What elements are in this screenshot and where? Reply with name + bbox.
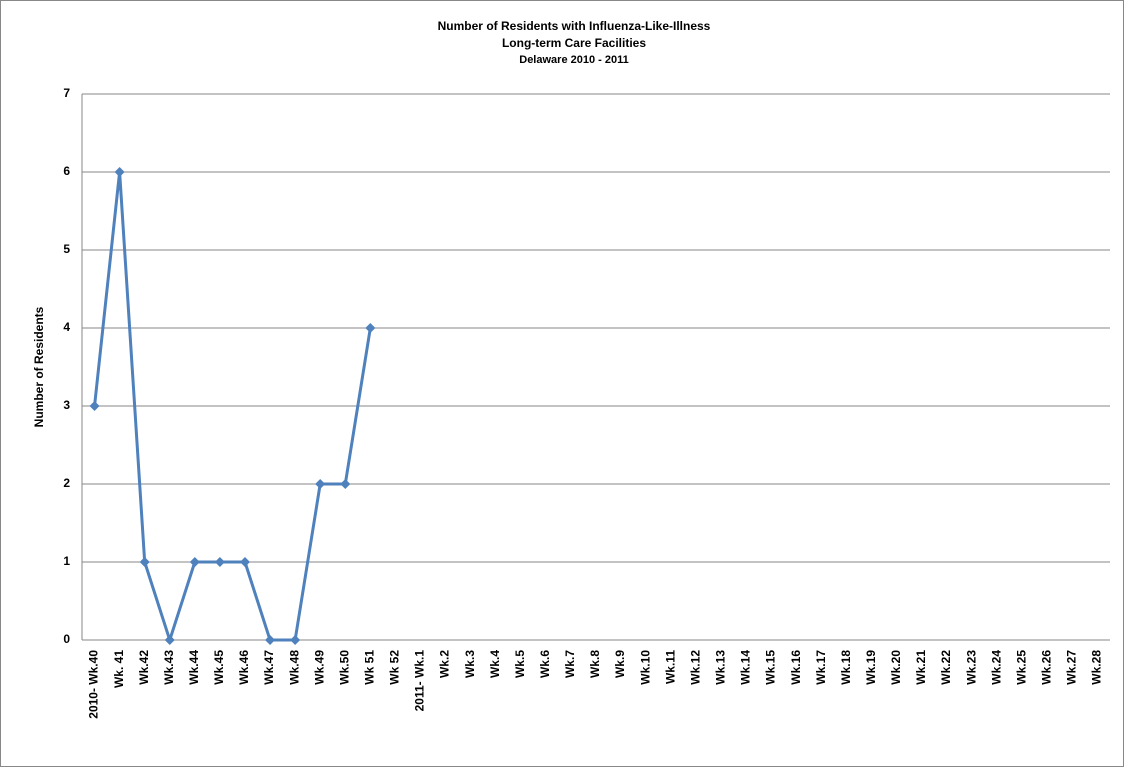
- x-tick-label: Wk.48: [287, 650, 301, 685]
- x-tick-label: Wk.4: [488, 650, 502, 678]
- x-tick-label: Wk.17: [814, 650, 828, 685]
- y-axis-label: Number of Residents: [32, 306, 46, 427]
- x-tick-label: Wk.24: [989, 650, 1003, 685]
- data-point: [164, 635, 175, 645]
- data-point: [265, 635, 276, 645]
- y-tick-label: 1: [63, 554, 70, 568]
- data-point: [214, 557, 225, 567]
- x-tick-label: Wk.43: [162, 650, 176, 685]
- x-tick-label: Wk.5: [513, 650, 527, 678]
- x-tick-label: Wk 52: [388, 650, 402, 685]
- x-tick-label: 2010- Wk.40: [87, 650, 101, 719]
- x-tick-label: Wk.44: [187, 650, 201, 685]
- x-tick-label: Wk.21: [914, 650, 928, 685]
- y-tick-label: 7: [63, 86, 70, 100]
- data-point: [290, 635, 301, 645]
- x-tick-label: Wk.42: [137, 650, 151, 685]
- x-tick-label: Wk.10: [638, 650, 652, 685]
- x-tick-label: Wk.3: [463, 650, 477, 678]
- x-tick-label: Wk.46: [237, 650, 251, 685]
- x-tick-label: Wk.25: [1014, 650, 1028, 685]
- chart-subtitle: Delaware 2010 - 2011: [519, 54, 628, 66]
- y-tick-label: 2: [63, 476, 70, 490]
- x-tick-label: Wk.45: [212, 650, 226, 685]
- x-tick-label: Wk.6: [538, 650, 552, 678]
- x-tick-label: Wk.20: [889, 650, 903, 685]
- x-tick-label: Wk.23: [964, 650, 978, 685]
- data-point: [114, 167, 125, 177]
- x-tick-label: Wk.13: [714, 650, 728, 685]
- x-tick-label: Wk 51: [363, 650, 377, 685]
- x-tick-label: Wk.7: [563, 650, 577, 678]
- x-tick-label: Wk.28: [1090, 650, 1104, 685]
- chart-title: Number of Residents with Influenza-Like-…: [438, 19, 711, 33]
- x-tick-label: Wk.50: [337, 650, 351, 685]
- x-tick-label: Wk.47: [262, 650, 276, 685]
- x-tick-label: Wk.19: [864, 650, 878, 685]
- x-tick-label: Wk.22: [939, 650, 953, 685]
- x-tick-label: Wk.15: [764, 650, 778, 685]
- x-tick-label: Wk.26: [1039, 650, 1053, 685]
- x-tick-label: Wk.11: [663, 650, 677, 684]
- data-point: [139, 557, 150, 567]
- x-tick-label: Wk.18: [839, 650, 853, 685]
- x-tick-label: Wk. 41: [112, 650, 126, 688]
- x-tick-label: Wk.8: [588, 650, 602, 678]
- x-tick-label: Wk.2: [438, 650, 452, 678]
- y-tick-label: 0: [63, 632, 70, 646]
- x-tick-label: Wk.9: [613, 650, 627, 678]
- x-tick-label: Wk.16: [789, 650, 803, 685]
- data-point: [89, 401, 100, 411]
- y-tick-label: 3: [63, 398, 70, 412]
- data-point: [340, 479, 351, 489]
- data-point: [315, 479, 326, 489]
- data-point: [365, 323, 376, 333]
- x-tick-label: Wk.27: [1065, 650, 1079, 685]
- x-tick-label: 2011- Wk.1: [413, 650, 427, 712]
- y-tick-label: 4: [63, 320, 70, 334]
- y-tick-label: 5: [63, 242, 70, 256]
- y-tick-label: 6: [63, 164, 70, 178]
- x-tick-label: Wk.49: [312, 650, 326, 685]
- chart-subtitle: Long-term Care Facilities: [502, 36, 646, 50]
- x-tick-label: Wk.12: [688, 650, 702, 685]
- data-point: [189, 557, 200, 567]
- data-point: [239, 557, 250, 567]
- x-tick-label: Wk.14: [739, 650, 753, 685]
